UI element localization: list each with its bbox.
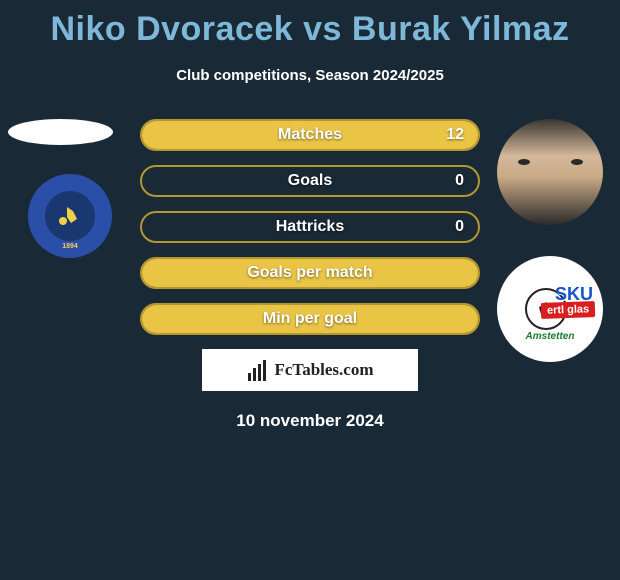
bar-chart-icon [246,359,268,381]
player-right-photo [497,119,603,225]
stat-label: Goals [288,172,332,190]
stat-bar: Goals per match [140,257,480,289]
stat-label: Goals per match [247,264,372,282]
footer-date: 10 november 2024 [0,411,620,431]
club-left-year: 1894 [62,243,78,250]
brand-text: FcTables.com [274,360,373,380]
stat-bar: Matches 12 [140,119,480,151]
page-title: Niko Dvoracek vs Burak Yilmaz [0,0,620,49]
season-subtitle: Club competitions, Season 2024/2025 [0,67,620,84]
club-right-sub-text: Amstetten [497,331,603,342]
stat-label: Matches [278,126,342,144]
club-left-badge: 1894 [28,174,112,258]
stat-label: Hattricks [276,218,344,236]
stat-value-right: 0 [455,172,464,190]
stat-bars-container: Matches 12 Goals 0 Hattricks 0 Goals per match… [140,119,480,335]
brand-box: FcTables.com [202,349,418,391]
soccer-player-icon [55,201,85,231]
stat-value-right: 12 [446,126,464,144]
stat-bar: Min per goal [140,303,480,335]
comparison-area: 1894 SKU ertl glas Amstetten Matches12Go… [0,119,620,335]
player-left-photo-placeholder [8,119,113,145]
stat-label: Min per goal [263,310,357,328]
club-left-badge-inner [45,191,95,241]
stat-value-right: 0 [455,218,464,236]
club-right-badge: SKU ertl glas Amstetten [497,256,603,362]
club-right-sponsor: ertl glas [541,301,596,319]
stat-bar: Goals 0 [140,165,480,197]
stat-bar: Hattricks 0 [140,211,480,243]
